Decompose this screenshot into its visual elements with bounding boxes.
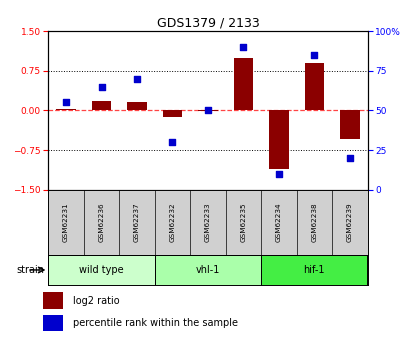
Text: GSM62233: GSM62233	[205, 203, 211, 242]
Bar	[234, 58, 253, 110]
Point	[63, 100, 69, 105]
Bar	[269, 110, 289, 169]
Text: log2 ratio: log2 ratio	[73, 296, 119, 306]
Point	[169, 139, 176, 145]
Bar	[56, 109, 76, 110]
Bar	[127, 102, 147, 110]
Text: GSM62231: GSM62231	[63, 203, 69, 242]
Text: strain: strain	[16, 265, 44, 275]
Text: wild type: wild type	[79, 265, 124, 275]
Point	[240, 44, 247, 50]
Bar	[92, 101, 111, 110]
Bar	[340, 110, 360, 139]
Text: GSM62239: GSM62239	[347, 203, 353, 242]
Text: percentile rank within the sample: percentile rank within the sample	[73, 318, 238, 328]
Text: GSM62232: GSM62232	[169, 203, 176, 242]
Bar	[43, 293, 63, 309]
Text: vhl-1: vhl-1	[196, 265, 220, 275]
Bar	[48, 255, 155, 285]
Bar	[198, 110, 218, 111]
Text: GSM62238: GSM62238	[311, 203, 317, 242]
Point	[276, 171, 282, 177]
Point	[311, 52, 318, 58]
Bar	[261, 255, 368, 285]
Point	[98, 84, 105, 89]
Text: GSM62237: GSM62237	[134, 203, 140, 242]
Point	[346, 155, 353, 161]
Bar	[155, 255, 261, 285]
Text: GSM62236: GSM62236	[99, 203, 105, 242]
Point	[205, 108, 211, 113]
Point	[134, 76, 140, 81]
Bar	[43, 315, 63, 331]
Title: GDS1379 / 2133: GDS1379 / 2133	[157, 17, 259, 30]
Text: hif-1: hif-1	[304, 265, 325, 275]
Text: GSM62235: GSM62235	[240, 203, 247, 242]
Bar	[163, 110, 182, 117]
Bar	[304, 63, 324, 110]
Text: GSM62234: GSM62234	[276, 203, 282, 242]
